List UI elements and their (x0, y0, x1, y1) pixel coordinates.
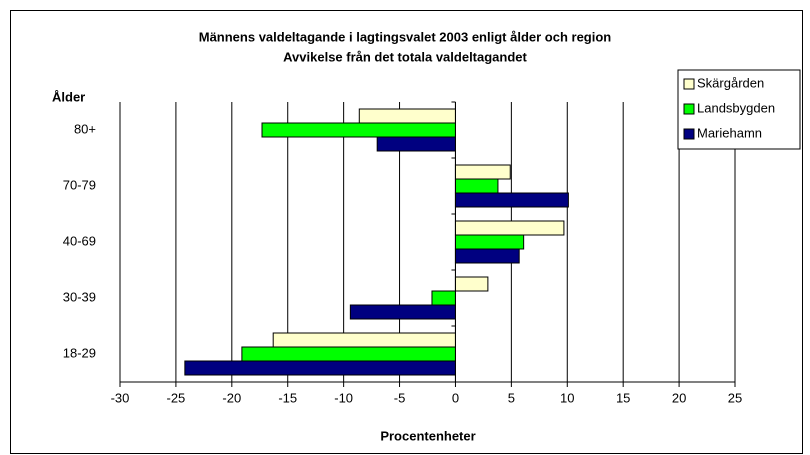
x-tick-label: -5 (394, 390, 406, 405)
y-tick-label: 40-69 (63, 233, 96, 248)
y-axis-label: Ålder (52, 89, 85, 104)
legend-label: Mariehamn (697, 125, 762, 140)
x-tick-label: -10 (334, 390, 353, 405)
x-tick-label: -20 (222, 390, 241, 405)
bar (454, 276, 489, 292)
y-tick-label: 30-39 (63, 289, 96, 304)
bar (431, 290, 456, 306)
y-tick-label: 80+ (74, 121, 96, 136)
bar (184, 360, 456, 376)
x-tick-label: -30 (111, 390, 130, 405)
chart-title: Männens valdeltagande i lagtingsvalet 20… (199, 29, 612, 44)
legend-box (677, 69, 801, 150)
bar (454, 164, 511, 180)
bar (454, 248, 520, 264)
bar (454, 234, 525, 250)
bar (241, 346, 456, 362)
x-tick-label: 15 (616, 390, 630, 405)
bar (358, 108, 456, 124)
y-tick-label: 18-29 (63, 345, 96, 360)
bar (272, 332, 456, 348)
chart-subtitle: Avvikelse från det totala valdeltagandet (283, 49, 527, 64)
x-tick-label: 25 (728, 390, 742, 405)
x-tick-label: 0 (452, 390, 459, 405)
x-tick-label: 5 (508, 390, 515, 405)
bar (454, 178, 499, 194)
bar (454, 192, 569, 208)
legend-swatch (683, 128, 695, 140)
x-tick-label: -15 (278, 390, 297, 405)
bar (349, 304, 456, 320)
chart-frame (10, 10, 803, 454)
legend-swatch (683, 78, 695, 90)
x-axis-label: Procentenheter (380, 428, 475, 443)
x-tick-label: 20 (672, 390, 686, 405)
bar (261, 122, 456, 138)
y-tick-label: 70-79 (63, 177, 96, 192)
legend-label: Landsbygden (697, 100, 775, 115)
bar (376, 136, 456, 152)
bar (454, 220, 565, 236)
legend-swatch (683, 103, 695, 115)
legend-label: Skärgården (697, 75, 764, 90)
x-tick-label: -25 (167, 390, 186, 405)
x-tick-label: 10 (560, 390, 574, 405)
